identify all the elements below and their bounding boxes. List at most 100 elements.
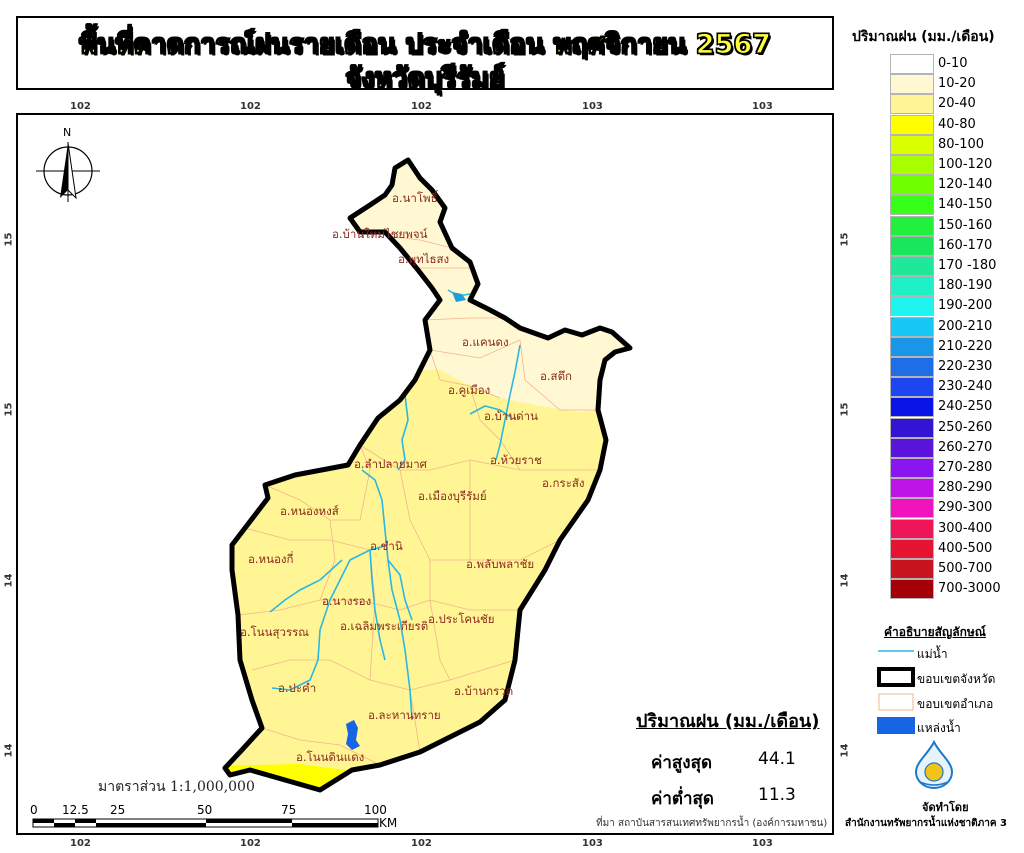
- symbol-label-river: แม่น้ำ: [917, 647, 948, 661]
- grid-tick-bottom: 103: [752, 838, 773, 849]
- district-label: อ.ละหานทราย: [368, 708, 441, 722]
- district-label: อ.เมืองบุรีรัมย์: [418, 489, 487, 503]
- legend-item: 280-290: [890, 478, 1022, 499]
- legend-item: 300-400: [890, 518, 1022, 539]
- legend-item: 150-160: [890, 215, 1022, 236]
- district-label: อ.นาโพธิ์: [392, 189, 439, 205]
- symbols-title: คำอธิบายสัญลักษณ์: [884, 625, 986, 639]
- legend-swatch: [890, 357, 934, 377]
- legend-label: 270-280: [938, 460, 993, 475]
- map-title: พื้นที่คาดการณ์ฝนรายเดือน ประจำเดือน พฤศ…: [78, 28, 771, 60]
- legend-label: 150-160: [938, 217, 993, 233]
- province-boundary-symbol: [877, 667, 915, 687]
- legend-label: 250-260: [938, 419, 993, 435]
- grid-tick-right: 14: [839, 573, 851, 588]
- legend-label: 230-240: [938, 379, 993, 395]
- legend-label: 260-270: [938, 439, 993, 455]
- legend-item: 140-150: [890, 195, 1022, 216]
- district-label: อ.สตึก: [540, 369, 572, 383]
- scale-bar: [32, 818, 379, 828]
- legend-item: 190-200: [890, 296, 1022, 317]
- legend-item: 0-10: [890, 54, 1022, 74]
- legend-swatch: [890, 155, 934, 175]
- district-label: อ.ปะคำ: [278, 681, 316, 695]
- legend-label: 300-400: [938, 520, 993, 536]
- district-boundaries: [237, 231, 600, 766]
- district-label: อ.บ้านด่าน: [484, 409, 538, 423]
- legend-swatch: [890, 518, 934, 539]
- legend-label: 190-200: [938, 298, 993, 314]
- legend-label: 80-100: [938, 136, 985, 152]
- legend-label: 500-700: [938, 561, 993, 576]
- legend-swatch: [890, 296, 934, 317]
- legend-swatch: [890, 559, 934, 579]
- district-label: อ.บ้านใหม่ไชยพจน์: [332, 227, 428, 241]
- district-boundary-symbol: [878, 693, 914, 711]
- grid-tick-top: 102: [70, 101, 91, 112]
- legend-swatch: [890, 195, 934, 216]
- district-label: อ.ห้วยราช: [490, 453, 542, 467]
- rainfall-zone-10-20: [300, 160, 630, 412]
- legend-swatch: [890, 74, 934, 95]
- legend-item: 500-700: [890, 559, 1022, 579]
- legend-swatch: [890, 336, 934, 357]
- water-body-symbol: [877, 717, 915, 734]
- legend-item: 240-250: [890, 397, 1022, 418]
- province-boundary: [222, 157, 633, 793]
- grid-tick-bottom: 103: [582, 838, 603, 849]
- district-label: อ.เฉลิมพระเกียรติ: [340, 619, 428, 633]
- legend-swatch: [890, 94, 934, 115]
- district-label: อ.พุทไธสง: [398, 252, 449, 266]
- scale-label: 50: [197, 803, 213, 817]
- agency-logo: [914, 740, 954, 789]
- district-label: อ.หนองหงส์: [280, 504, 339, 518]
- grid-tick-right: 15: [839, 232, 851, 247]
- symbols-swatches: [877, 650, 915, 734]
- legend-label: 160-170: [938, 237, 993, 253]
- legend-label: 0-10: [938, 56, 968, 71]
- district-label: อ.หนองกี่: [248, 551, 294, 566]
- scale-label: 12.5: [62, 803, 89, 817]
- scale-label: 0: [30, 803, 38, 817]
- grid-tick-right: 14: [839, 743, 851, 758]
- legend-label: 100-120: [938, 157, 993, 172]
- legend-label: 290-300: [938, 500, 993, 516]
- min-value: 11.3: [758, 785, 796, 805]
- legend-swatch: [890, 175, 934, 196]
- legend-swatch: [890, 377, 934, 398]
- legend-label: 280-290: [938, 480, 993, 496]
- symbol-label-province: ขอบเขตจังหวัด: [917, 672, 996, 686]
- scale-label: 100: [364, 803, 387, 817]
- legend-item: 40-80: [890, 114, 1022, 135]
- legend-item: 180-190: [890, 276, 1022, 297]
- legend-swatch: [890, 114, 934, 135]
- legend-item: 200-210: [890, 316, 1022, 337]
- legend-label: 200-210: [938, 318, 993, 334]
- legend-item: 10-20: [890, 74, 1022, 95]
- legend-item: 290-300: [890, 498, 1022, 519]
- district-label: อ.โนนดินแดง: [296, 750, 364, 764]
- district-label: อ.บ้านกรวด: [454, 684, 513, 698]
- north-label: N: [63, 126, 71, 139]
- grid-tick-bottom: 102: [240, 838, 261, 849]
- made-by-label: จัดทำโดย: [922, 801, 969, 814]
- map-subtitle: จังหวัดบุรีรัมย์: [345, 62, 505, 94]
- legend-title: ปริมาณฝน (มม./เดือน): [852, 29, 995, 45]
- legend-item: 700-3000: [890, 579, 1022, 600]
- district-label: อ.กระสัง: [542, 476, 585, 490]
- legend-item: 120-140: [890, 175, 1022, 196]
- legend-item: 160-170: [890, 235, 1022, 256]
- legend-swatch: [890, 316, 934, 337]
- legend-item: 250-260: [890, 417, 1022, 438]
- legend-swatch: [890, 276, 934, 297]
- grid-tick-bottom: 102: [70, 838, 91, 849]
- scale-label: 25: [110, 803, 126, 817]
- data-source: ที่มา สถาบันสารสนเทศทรัพยากรน้ำ (องค์การ…: [596, 818, 828, 829]
- legend-item: 260-270: [890, 437, 1022, 458]
- min-label: ค่าต่ำสุด: [651, 789, 714, 809]
- district-label: อ.พลับพลาชัย: [466, 557, 534, 571]
- district-label: อ.ประโคนชัย: [428, 612, 495, 626]
- legend-swatch: [890, 256, 934, 276]
- district-label: อ.แคนดง: [462, 335, 509, 349]
- map-title-box: พื้นที่คาดการณ์ฝนรายเดือน ประจำเดือน พฤศ…: [16, 16, 834, 95]
